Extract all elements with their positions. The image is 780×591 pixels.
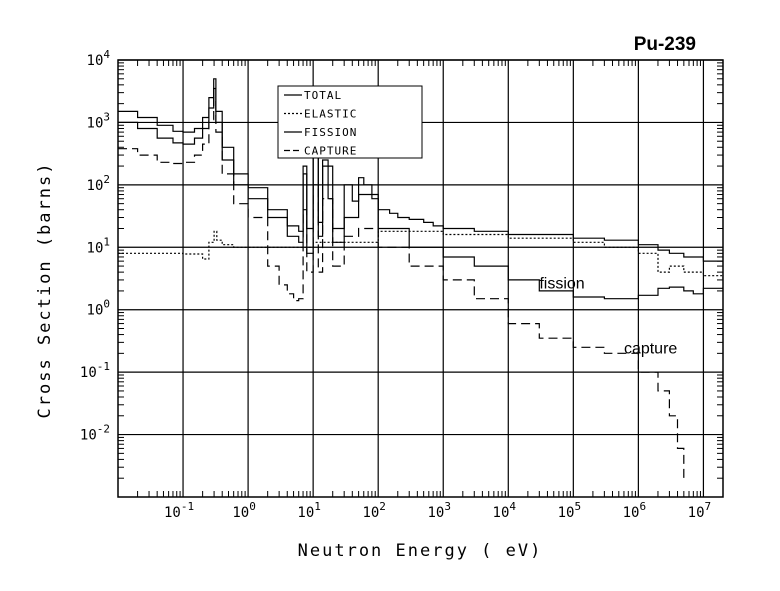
x-axis-label: Neutron Energy ( eV) (298, 541, 543, 561)
annotation-capture: capture (624, 340, 677, 357)
minor-ticks (118, 60, 724, 497)
x-tick-label: 106 (623, 500, 646, 521)
chart-title: Pu-239 (634, 34, 696, 55)
x-tick-label: 104 (493, 500, 517, 521)
x-tick-label: 100 (232, 500, 255, 521)
y-axis-label: Cross Section (barns) (35, 162, 55, 419)
x-tick-label: 10-1 (164, 500, 194, 521)
x-tick-label: 102 (362, 500, 385, 521)
annotations: fission capture (539, 275, 677, 357)
y-tick-label: 100 (87, 298, 110, 319)
y-tick-label: 10-2 (80, 423, 110, 444)
x-tick-labels: 10-1 100 101 102 103 104 105 106 107 (164, 500, 711, 521)
x-tick-label: 105 (558, 500, 581, 521)
x-tick-label: 101 (297, 500, 320, 521)
y-tick-label: 10-1 (80, 360, 110, 381)
legend-box (277, 85, 423, 159)
legend-label-fission: FISSION (304, 126, 357, 139)
y-tick-labels: 10-2 10-1 100 101 102 103 104 (80, 48, 110, 444)
y-tick-label: 102 (87, 173, 110, 194)
annotation-fission: fission (539, 275, 584, 292)
legend: TOTAL ELASTIC FISSION CAPTURE (277, 85, 423, 159)
plot-frame (117, 59, 724, 498)
y-tick-label: 104 (87, 48, 111, 69)
y-tick-label: 101 (87, 235, 110, 256)
x-tick-label: 107 (688, 500, 711, 521)
series-layer (118, 78, 723, 479)
x-tick-label: 103 (427, 500, 450, 521)
legend-label-capture: CAPTURE (304, 145, 357, 158)
legend-label-total: TOTAL (304, 89, 342, 102)
legend-label-elastic: ELASTIC (304, 108, 357, 121)
y-tick-label: 103 (87, 110, 110, 131)
series-line-elastic (118, 230, 723, 280)
